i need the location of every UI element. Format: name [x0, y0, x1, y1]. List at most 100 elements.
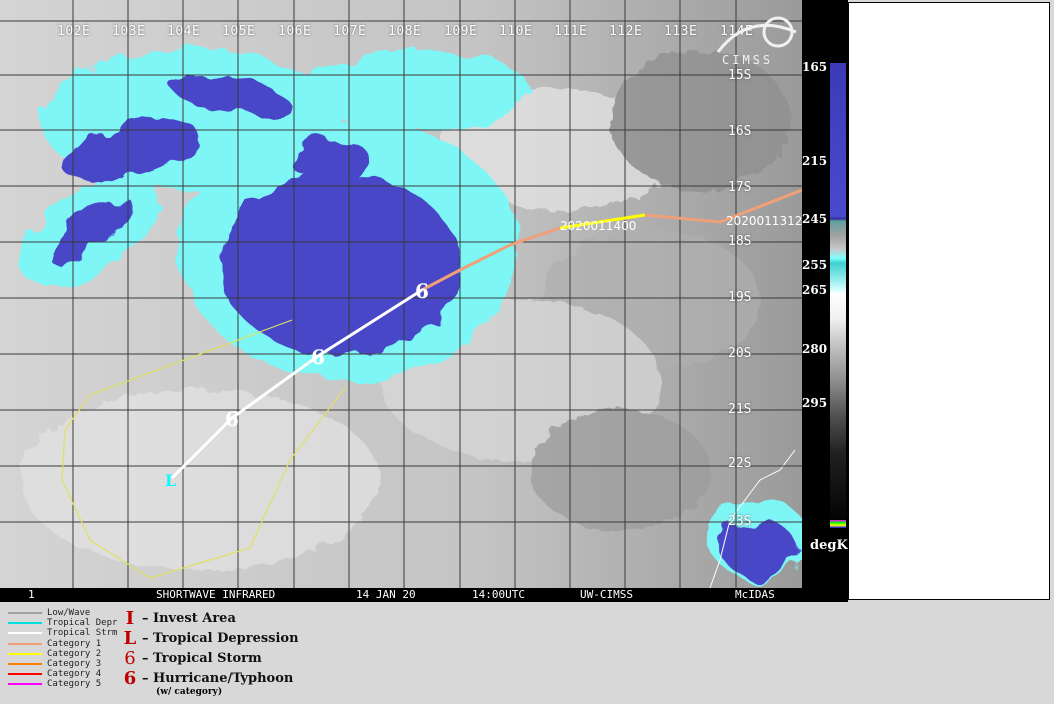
colorbar-label: 215: [802, 154, 828, 168]
product-name: SHORTWAVE INFRARED: [156, 588, 276, 601]
colorbar-label: 255: [802, 258, 828, 272]
legend-symbol-label: – Invest Area: [142, 610, 236, 626]
track-depression: [170, 416, 234, 480]
storm-symbol-2: 6: [311, 345, 325, 369]
satellite-map: L 6 6 6 2020011312 2020011400 102E 103E 10…: [0, 0, 802, 602]
legend-line-swatch: [8, 673, 42, 676]
image-time: 14:00UTC: [472, 588, 525, 601]
track-time-label-2: 2020011400: [560, 219, 636, 233]
legend-line-label: Tropical Depr: [47, 618, 118, 629]
storm-track: [170, 188, 802, 480]
latitude-label: 21S: [728, 402, 752, 417]
longitude-label: 104E: [167, 24, 201, 39]
legend-line-item: Category 1: [8, 639, 117, 649]
legend-line-label: Category 5: [47, 679, 102, 690]
legend-line-label: Category 1: [47, 638, 102, 649]
track-time-label-1: 2020011312: [726, 214, 802, 228]
legend-line-label: Category 4: [47, 669, 102, 680]
logo-text: CIMSS: [722, 53, 773, 67]
legend-symbol-item: I – Invest Area: [118, 607, 299, 629]
legend-line-item: Category 5: [8, 679, 117, 689]
longitude-label: 106E: [278, 24, 312, 39]
colorbar-label: 295: [802, 396, 828, 410]
forecast-cone: [61, 319, 346, 579]
image-info-bar: 1 SHORTWAVE INFRARED 14 JAN 20 14:00UTC …: [0, 588, 802, 602]
longitude-label: 111E: [554, 24, 588, 39]
longitude-label: 102E: [57, 24, 91, 39]
legend-line-item: Tropical Depr: [8, 618, 117, 628]
colorbar-label: 165: [802, 60, 828, 74]
legend-line-label: Low/Wave: [47, 608, 91, 619]
colorbar-special-colors: [830, 520, 846, 528]
latitude-label: 18S: [728, 234, 752, 249]
legend-symbol-icon: 6: [123, 667, 137, 689]
track-line-legend: Low/Wave Tropical Depr Tropical Strm Catego…: [8, 608, 117, 690]
legend-line-item: Category 3: [8, 659, 117, 669]
legend-symbol-item: 6 – Tropical Storm: [118, 647, 299, 669]
image-date: 14 JAN 20: [356, 588, 416, 601]
colorbar-label: 245: [802, 212, 828, 226]
track-symbol-legend: I – Invest Area L – Tropical Depression 6 – T…: [118, 607, 299, 689]
longitude-label: 114E: [720, 24, 754, 39]
storm-symbol-3: 6: [415, 279, 429, 303]
colorbar-gradient: [830, 63, 846, 528]
legend-line-item: Category 2: [8, 649, 117, 659]
legend-line-label: Category 3: [47, 659, 102, 670]
legend-symbol-item: L – Tropical Depression: [118, 627, 299, 649]
latitude-label: 23S: [728, 514, 752, 529]
legend-symbol-icon: I: [125, 607, 135, 629]
legend-line-label: Category 2: [47, 648, 102, 659]
cimss-logo: CIMSS: [708, 12, 800, 68]
lat-lon-grid: [0, 0, 802, 588]
symbol-legend-note: (w/ category): [156, 687, 223, 697]
blank-panel: [848, 2, 1050, 600]
longitude-label: 112E: [609, 24, 643, 39]
latitude-label: 19S: [728, 290, 752, 305]
temperature-colorbar: 165 215 245 255 265 280 295 degK: [802, 0, 848, 602]
legend-symbol-item: 6 – Hurricane/Typhoon: [118, 667, 299, 689]
latitude-label: 15S: [728, 68, 752, 83]
track-symbols: L 6 6 6: [165, 279, 429, 490]
coastline: [709, 449, 796, 589]
latitude-label: 22S: [728, 456, 752, 471]
longitude-label: 107E: [333, 24, 367, 39]
legend-symbol-label: – Hurricane/Typhoon: [142, 670, 294, 686]
track-cat2: [559, 213, 646, 230]
legend-line-swatch: [8, 642, 42, 645]
longitude-label: 103E: [112, 24, 146, 39]
legend-line-item: Category 4: [8, 669, 117, 679]
legend-line-swatch: [8, 652, 42, 655]
legend-symbol-label: – Tropical Storm: [142, 650, 262, 666]
latitude-label: 17S: [728, 180, 752, 195]
legend-line-label: Tropical Strm: [47, 628, 118, 639]
storm-symbol-1: 6: [225, 407, 239, 431]
colorbar-label: 265: [802, 283, 828, 297]
track-cat1-a: [421, 226, 561, 292]
latitude-label: 20S: [728, 346, 752, 361]
legend-line-swatch: [8, 622, 42, 625]
latitude-label: 16S: [728, 124, 752, 139]
legend-line-item: Tropical Strm: [8, 628, 117, 638]
legend-line-item: Low/Wave: [8, 608, 117, 618]
longitude-label: 110E: [499, 24, 533, 39]
map-canvas: L 6 6 6 2020011312 2020011400: [0, 0, 802, 602]
image-source: UW-CIMSS: [580, 588, 633, 601]
legend-line-swatch: [8, 663, 42, 666]
frame-number: 1: [28, 588, 35, 601]
legend-line-swatch: [8, 632, 42, 635]
deep-convection: [50, 74, 798, 578]
track-cat1-b: [644, 188, 802, 224]
track-storm: [231, 288, 423, 420]
longitude-label: 113E: [664, 24, 698, 39]
longitude-label: 105E: [222, 24, 256, 39]
software-name: McIDAS: [735, 588, 775, 601]
colorbar-unit: degK: [810, 538, 848, 553]
legend-symbol-icon: 6: [124, 647, 136, 669]
depression-symbol: L: [165, 471, 176, 490]
longitude-label: 108E: [388, 24, 422, 39]
longitude-label: 109E: [444, 24, 478, 39]
legend-line-swatch: [8, 683, 42, 686]
legend-symbol-icon: L: [123, 627, 137, 649]
colorbar-label: 280: [802, 342, 828, 356]
legend-line-swatch: [8, 612, 42, 615]
